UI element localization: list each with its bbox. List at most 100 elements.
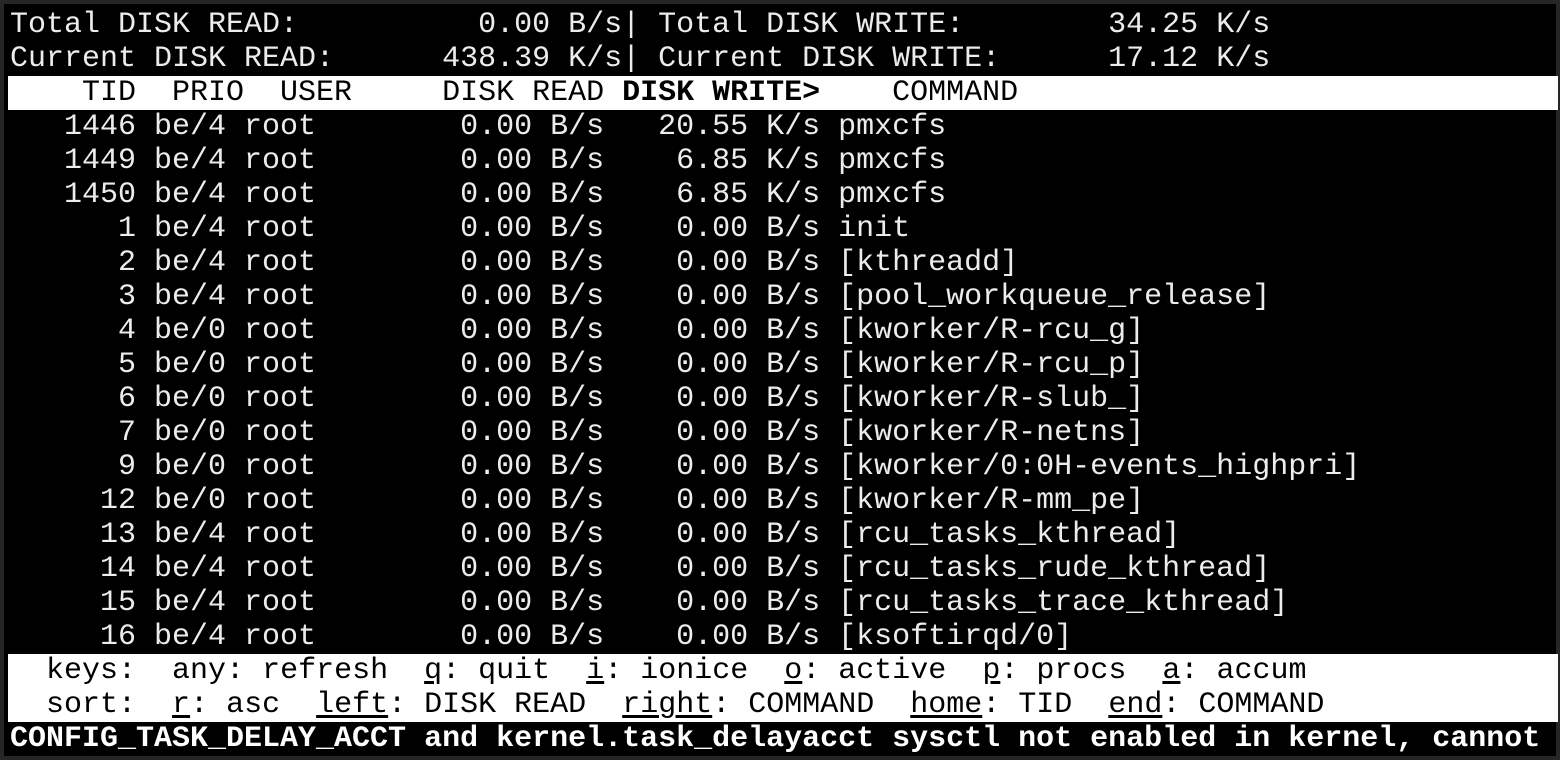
hotkey[interactable]: right: [622, 688, 713, 722]
process-prio: be/4: [154, 212, 227, 246]
keys-label: keys:: [46, 654, 137, 688]
process-user: root: [244, 246, 317, 280]
process-command: pmxcfs: [838, 178, 947, 212]
hotkey-description: TID: [1018, 688, 1073, 722]
process-disk-write: 0.00 B/s: [676, 246, 821, 280]
process-command: [kworker/R-mm_pe]: [838, 484, 1145, 518]
process-disk-read: 0.00 B/s: [460, 416, 605, 450]
process-row[interactable]: 7 be/0 root 0.00 B/s 0.00 B/s [kworker/R-netn…: [10, 416, 1556, 450]
hotkey-description: active: [838, 654, 947, 688]
process-disk-read: 0.00 B/s: [460, 348, 605, 382]
process-row[interactable]: 14 be/4 root 0.00 B/s 0.00 B/s [rcu_tasks_rud…: [10, 552, 1556, 586]
process-prio: be/0: [154, 348, 227, 382]
col-disk-write-sorted[interactable]: DISK WRITE>: [622, 76, 821, 110]
hotkey[interactable]: p: [982, 654, 1001, 688]
process-row[interactable]: 13 be/4 root 0.00 B/s 0.00 B/s [rcu_tasks_kth…: [10, 518, 1556, 552]
process-disk-write: 0.00 B/s: [676, 518, 821, 552]
hotkey[interactable]: i: [586, 654, 605, 688]
current-write-label: Current DISK WRITE:: [658, 42, 1001, 76]
process-tid: 3: [118, 280, 137, 314]
process-row[interactable]: 9 be/0 root 0.00 B/s 0.00 B/s [kworker/0:0H-e…: [10, 450, 1556, 484]
process-user: root: [244, 212, 317, 246]
process-row[interactable]: 6 be/0 root 0.00 B/s 0.00 B/s [kworker/R-slub…: [10, 382, 1556, 416]
col-user[interactable]: USER: [280, 76, 353, 110]
keys-help-line: keys: any: refresh q: quit i: ionice o: …: [8, 654, 1558, 688]
process-user: root: [244, 348, 317, 382]
process-row[interactable]: 2 be/4 root 0.00 B/s 0.00 B/s [kthreadd]: [10, 246, 1556, 280]
current-write-value: 17.12 K/s: [1108, 42, 1271, 76]
hotkey[interactable]: home: [910, 688, 983, 722]
hotkey[interactable]: end: [1108, 688, 1163, 722]
process-disk-write: 6.85 K/s: [676, 144, 821, 178]
process-user: root: [244, 382, 317, 416]
process-prio: be/0: [154, 416, 227, 450]
col-disk-read[interactable]: DISK READ: [442, 76, 605, 110]
process-row[interactable]: 5 be/0 root 0.00 B/s 0.00 B/s [kworker/R-rcu_…: [10, 348, 1556, 382]
hotkey-description: DISK READ: [424, 688, 587, 722]
process-row[interactable]: 4 be/0 root 0.00 B/s 0.00 B/s [kworker/R-rcu_…: [10, 314, 1556, 348]
process-user: root: [244, 110, 317, 144]
process-disk-read: 0.00 B/s: [460, 280, 605, 314]
process-row[interactable]: 1 be/4 root 0.00 B/s 0.00 B/s init: [10, 212, 1556, 246]
process-command: [rcu_tasks_rude_kthread]: [838, 552, 1271, 586]
process-prio: be/0: [154, 382, 227, 416]
process-row[interactable]: 16 be/4 root 0.00 B/s 0.00 B/s [ksoftirqd/0]: [10, 620, 1556, 654]
process-tid: 9: [118, 450, 137, 484]
process-prio: be/4: [154, 110, 227, 144]
process-user: root: [244, 416, 317, 450]
total-write-value: 34.25 K/s: [1108, 8, 1271, 42]
column-header: TID PRIO USER DISK READ DISK WRITE> COMM…: [8, 76, 1558, 110]
total-write-label: Total DISK WRITE:: [658, 8, 965, 42]
process-disk-read: 0.00 B/s: [460, 450, 605, 484]
hotkey[interactable]: left: [316, 688, 389, 722]
process-command: [kworker/R-netns]: [838, 416, 1145, 450]
process-prio: be/4: [154, 552, 227, 586]
process-disk-read: 0.00 B/s: [460, 314, 605, 348]
process-disk-read: 0.00 B/s: [460, 382, 605, 416]
hotkey[interactable]: q: [424, 654, 443, 688]
process-disk-read: 0.00 B/s: [460, 110, 605, 144]
process-row[interactable]: 12 be/0 root 0.00 B/s 0.00 B/s [kworker/R-mm_…: [10, 484, 1556, 518]
process-row[interactable]: 1449 be/4 root 0.00 B/s 6.85 K/s pmxcfs: [10, 144, 1556, 178]
process-prio: be/0: [154, 314, 227, 348]
col-prio[interactable]: PRIO: [172, 76, 245, 110]
process-tid: 1: [118, 212, 137, 246]
hotkey-description: quit: [478, 654, 551, 688]
process-prio: be/4: [154, 280, 227, 314]
process-prio: be/4: [154, 620, 227, 654]
col-tid[interactable]: TID: [82, 76, 137, 110]
process-row[interactable]: 1446 be/4 root 0.00 B/s 20.55 K/s pmxcfs: [10, 110, 1556, 144]
col-command[interactable]: COMMAND: [892, 76, 1019, 110]
process-tid: 14: [100, 552, 137, 586]
process-row[interactable]: 1450 be/4 root 0.00 B/s 6.85 K/s pmxcfs: [10, 178, 1556, 212]
process-prio: be/4: [154, 246, 227, 280]
process-command: [kworker/R-slub_]: [838, 382, 1145, 416]
process-command: [rcu_tasks_trace_kthread]: [838, 586, 1289, 620]
process-prio: be/0: [154, 450, 227, 484]
process-disk-read: 0.00 B/s: [460, 246, 605, 280]
hotkey[interactable]: r: [172, 688, 191, 722]
process-disk-write: 0.00 B/s: [676, 212, 821, 246]
hotkey[interactable]: o: [784, 654, 803, 688]
process-tid: 7: [118, 416, 137, 450]
process-tid: 2: [118, 246, 137, 280]
separator: |: [622, 8, 641, 42]
total-io-line: Total DISK READ: 0.00 B/s | Total DISK W…: [10, 8, 1556, 42]
process-row[interactable]: 3 be/4 root 0.00 B/s 0.00 B/s [pool_workqueue…: [10, 280, 1556, 314]
process-user: root: [244, 586, 317, 620]
process-disk-write: 0.00 B/s: [676, 620, 821, 654]
hotkey[interactable]: a: [1162, 654, 1181, 688]
process-command: init: [838, 212, 911, 246]
current-read-value: 438.39 K/s: [442, 42, 623, 76]
iotop-terminal[interactable]: Total DISK READ: 0.00 B/s | Total DISK W…: [4, 4, 1558, 756]
sort-label: sort:: [46, 688, 137, 722]
process-row[interactable]: 15 be/4 root 0.00 B/s 0.00 B/s [rcu_tasks_tra…: [10, 586, 1556, 620]
process-user: root: [244, 144, 317, 178]
process-prio: be/4: [154, 586, 227, 620]
process-disk-read: 0.00 B/s: [460, 178, 605, 212]
hotkey[interactable]: any: [172, 654, 227, 688]
process-disk-write: 0.00 B/s: [676, 280, 821, 314]
process-disk-read: 0.00 B/s: [460, 620, 605, 654]
process-tid: 13: [100, 518, 137, 552]
process-command: [ksoftirqd/0]: [838, 620, 1073, 654]
